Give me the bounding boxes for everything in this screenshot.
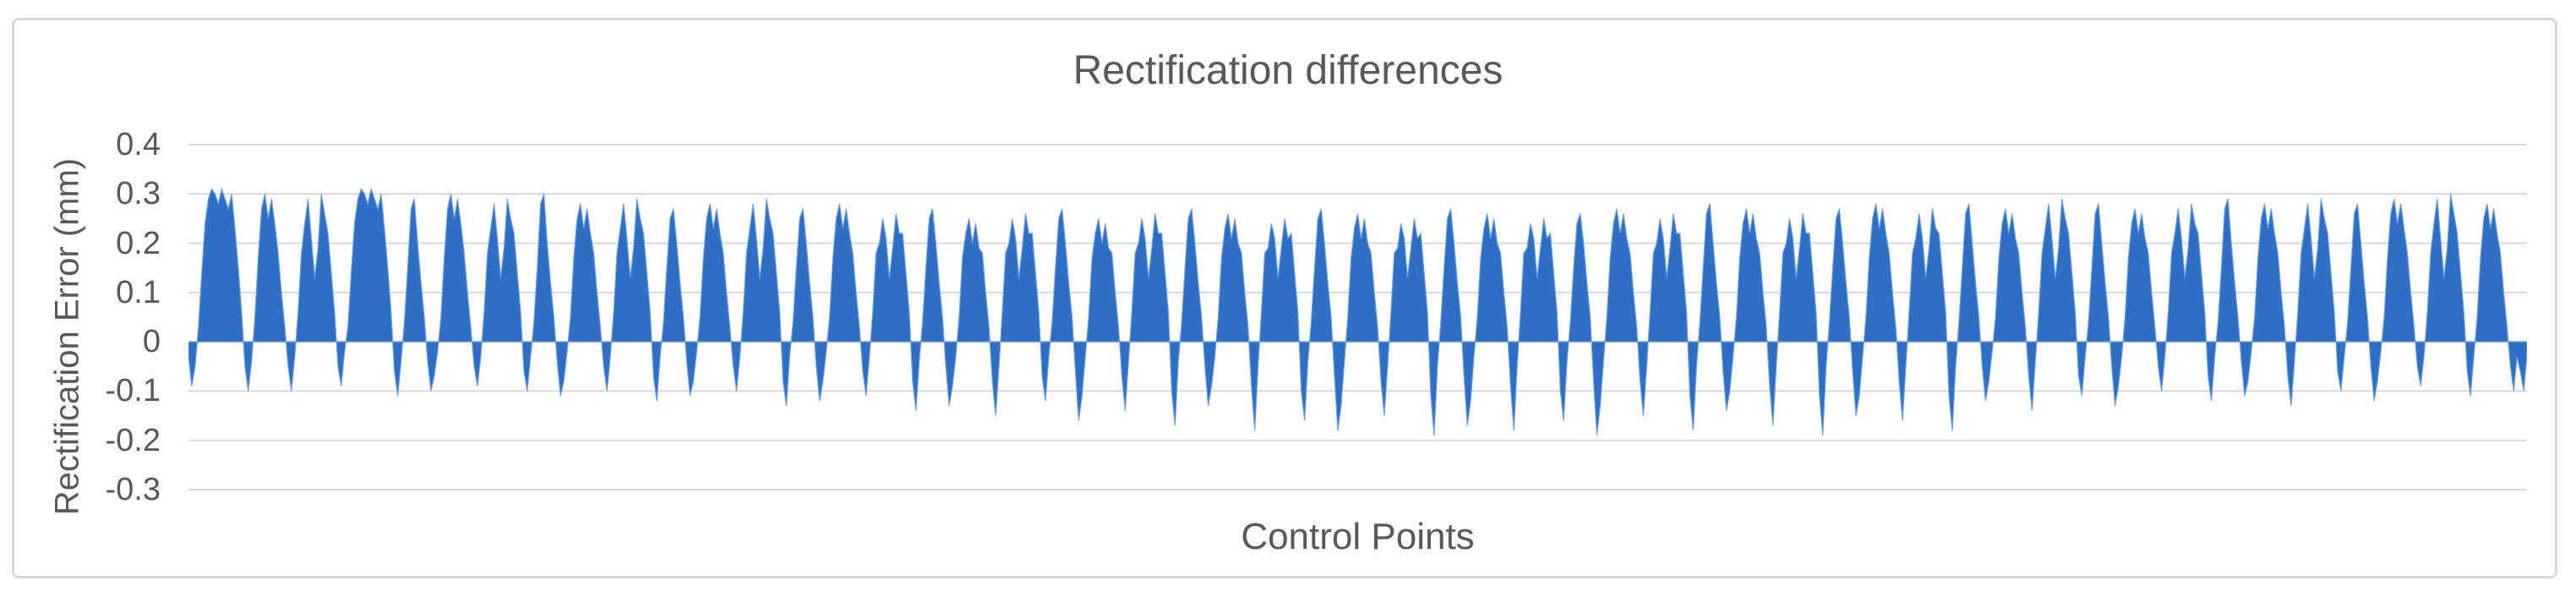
y-tick-label: 0.3 (116, 176, 161, 212)
area-series (188, 187, 2527, 436)
plot-area (188, 144, 2527, 491)
y-tick-label: 0.2 (116, 225, 161, 261)
y-tick-label: 0 (142, 324, 161, 360)
y-tick-label: -0.2 (105, 422, 161, 458)
y-tick-label: -0.3 (105, 472, 161, 507)
x-axis-title: Control Points (1241, 516, 1475, 557)
y-tick-label: -0.1 (105, 373, 161, 409)
y-tick-label: 0.4 (116, 127, 161, 162)
y-tick-label: 0.1 (116, 274, 161, 310)
chart-title: Rectification differences (1072, 48, 1504, 93)
